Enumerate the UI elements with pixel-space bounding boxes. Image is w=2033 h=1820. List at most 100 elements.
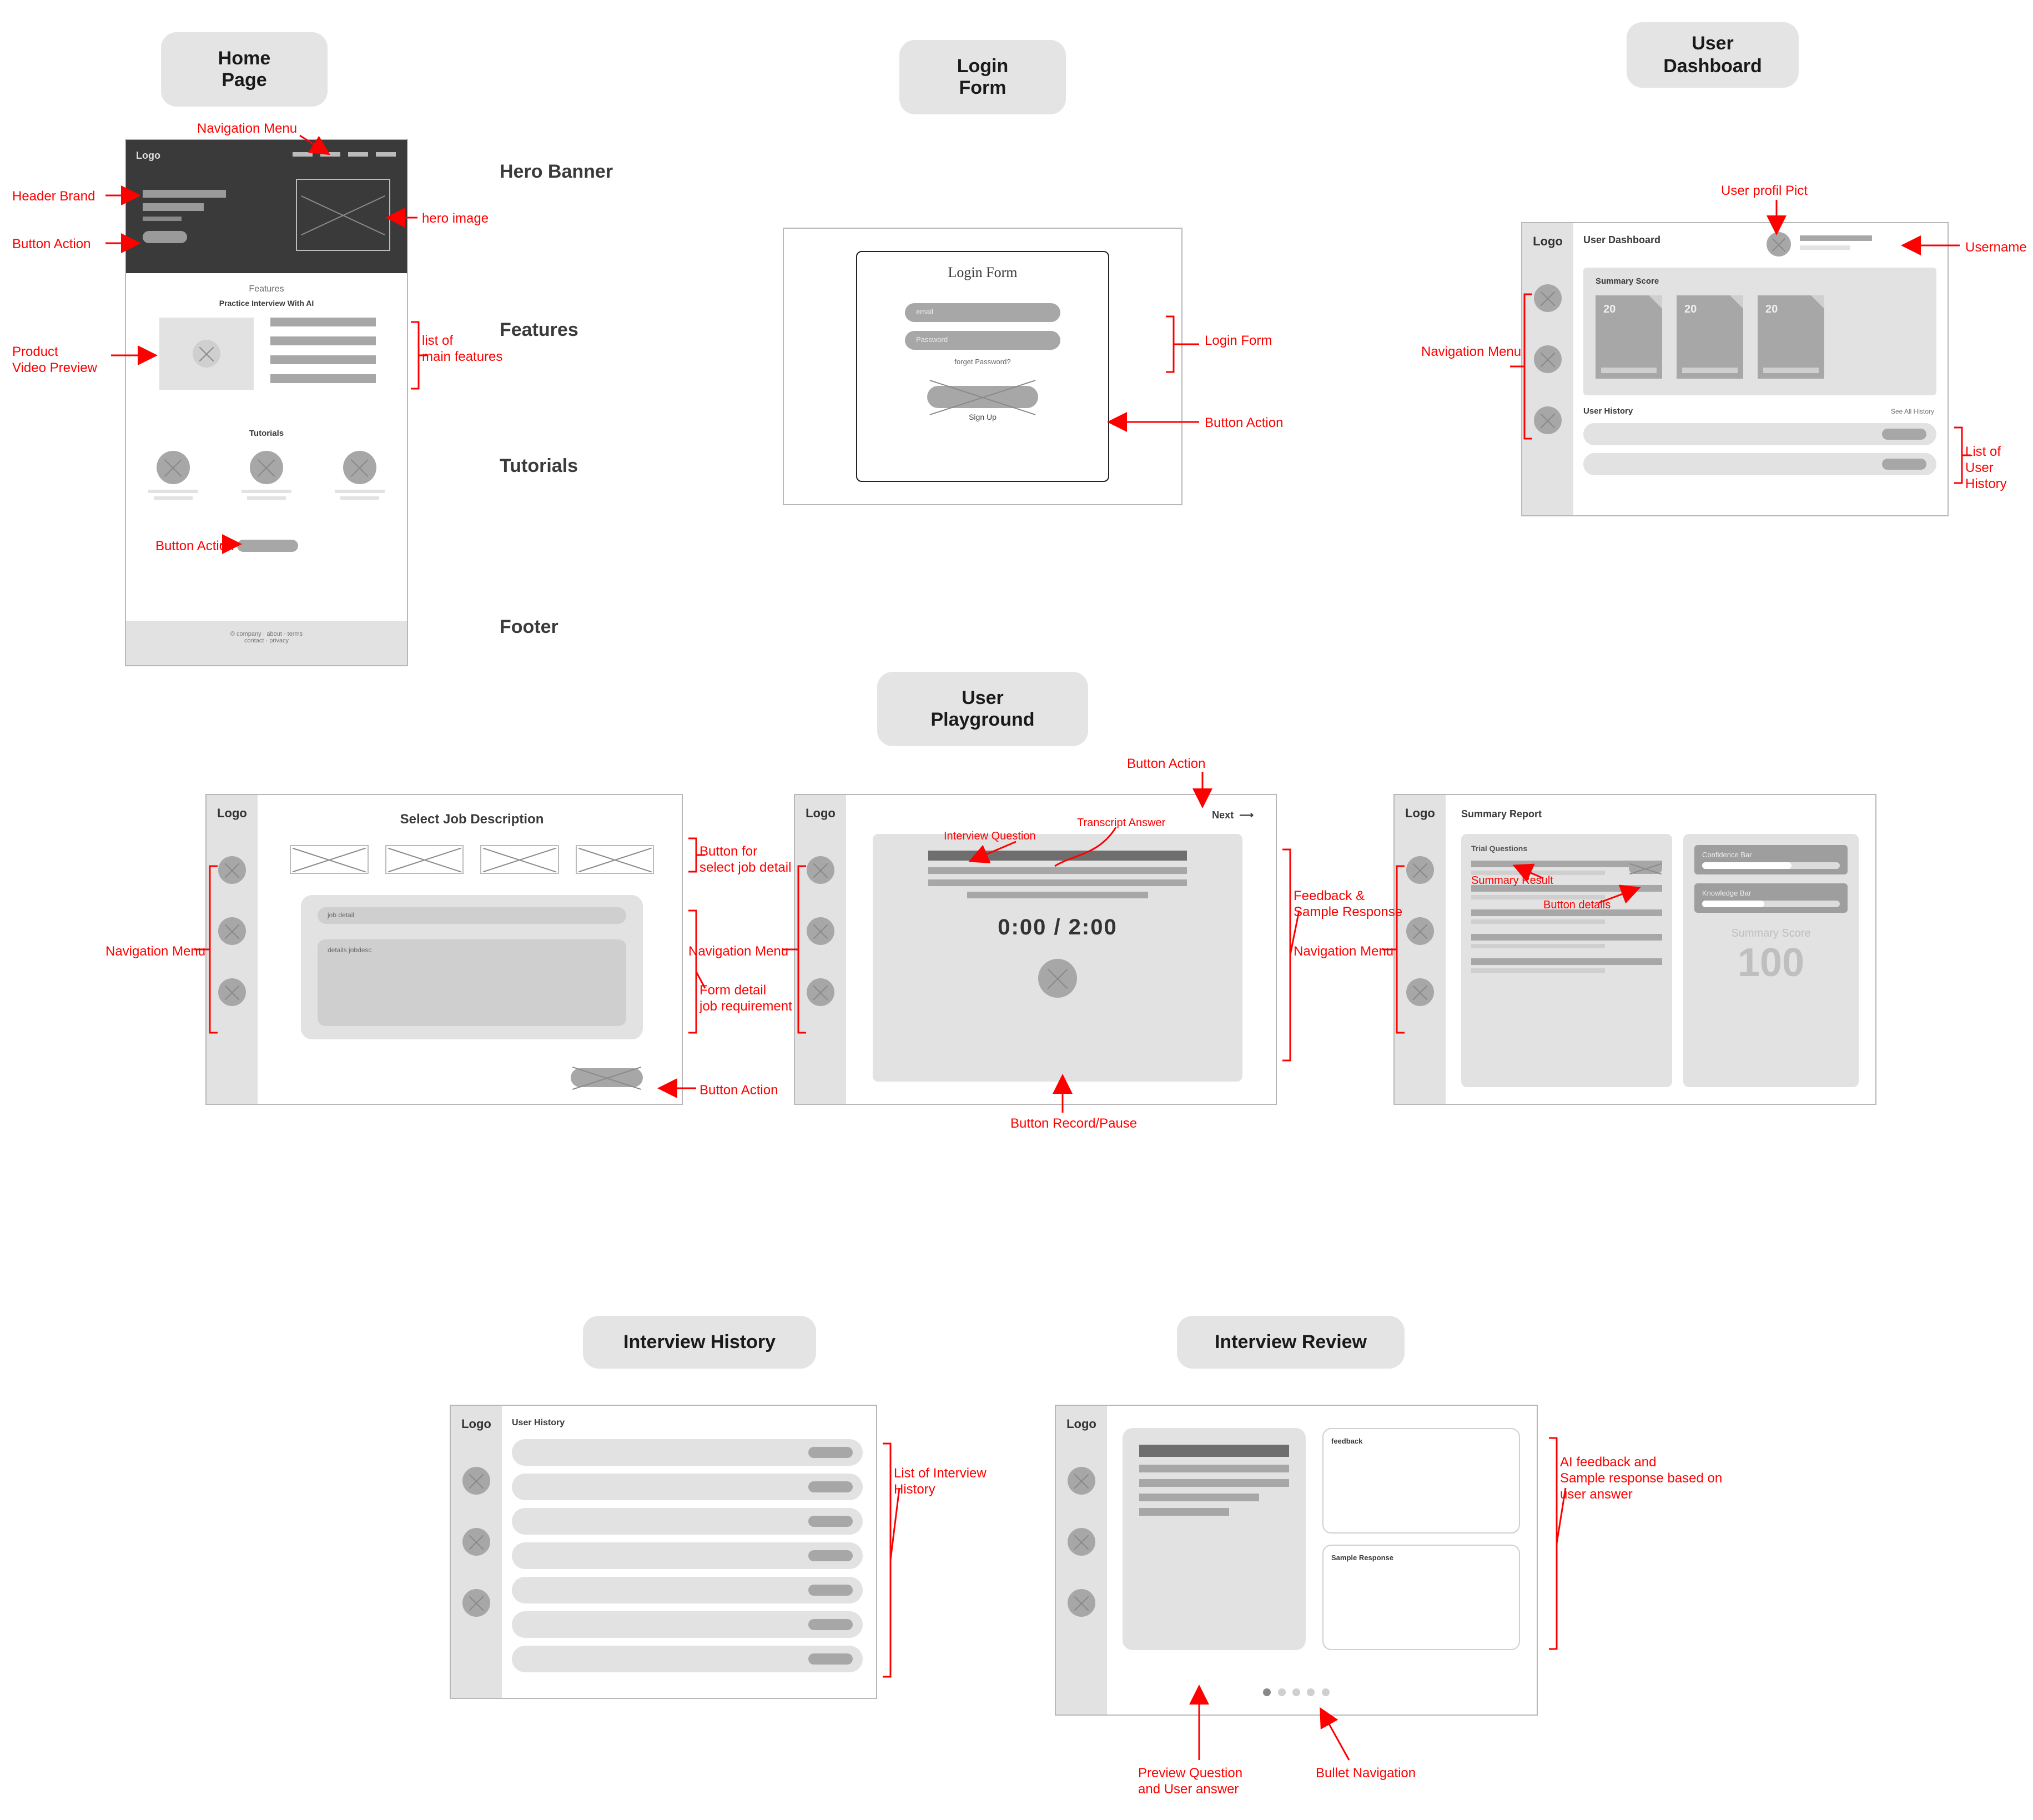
nav-icon[interactable]: [462, 1589, 490, 1617]
nav-dot[interactable]: [1322, 1688, 1330, 1696]
sidebar-nav: [1056, 1467, 1107, 1617]
nav-dot[interactable]: [1292, 1688, 1300, 1696]
confidence-bar-label: Confidence Bar: [1702, 851, 1840, 859]
tutorials-cta-button[interactable]: [237, 540, 298, 552]
label-hero-banner: Hero Banner: [500, 161, 613, 183]
nav-item[interactable]: [376, 152, 396, 157]
score-card: 20: [1758, 295, 1824, 379]
knowledge-bar-label: Knowledge Bar: [1702, 889, 1840, 897]
trial-questions-panel: Trial Questions: [1461, 834, 1672, 1087]
record-pause-button[interactable]: [1038, 959, 1077, 998]
login-wireframe: Login Form email Password forget Passwor…: [783, 228, 1182, 505]
detail-button[interactable]: [1629, 863, 1662, 874]
sidebar: Logo: [795, 795, 846, 1104]
nav-icon[interactable]: [807, 856, 834, 884]
tutorial-card[interactable]: [335, 451, 385, 500]
job-option[interactable]: [290, 845, 369, 874]
job-option[interactable]: [576, 845, 655, 874]
sidebar: Logo: [1522, 223, 1573, 515]
nav-icon[interactable]: [1068, 1467, 1095, 1495]
transcript-bar: [967, 892, 1148, 898]
login-form-box: Login Form email Password forget Passwor…: [856, 251, 1109, 482]
login-submit-button[interactable]: [927, 386, 1038, 408]
footer-area: © company · about · terms contact · priv…: [126, 621, 407, 665]
nav-icon[interactable]: [1406, 856, 1434, 884]
nav-item[interactable]: [320, 152, 340, 157]
history-row[interactable]: [1583, 453, 1936, 475]
section-title-home: Home Page: [161, 32, 328, 107]
nav-icon[interactable]: [218, 978, 246, 1006]
annot-button-detail: Button details: [1543, 898, 1611, 912]
nav-icon[interactable]: [1406, 917, 1434, 945]
nav-item[interactable]: [293, 152, 313, 157]
nav-menu[interactable]: [293, 152, 396, 157]
tutorial-card[interactable]: [148, 451, 198, 500]
arrow-right-icon: ⟶: [1239, 810, 1254, 821]
history-row[interactable]: [512, 1611, 863, 1638]
score-card: 20: [1677, 295, 1743, 379]
history-row[interactable]: [512, 1439, 863, 1466]
history-row[interactable]: [512, 1474, 863, 1500]
annot-nav-menu-pg1: Navigation Menu: [105, 944, 205, 960]
job-option[interactable]: [480, 845, 559, 874]
product-video-preview[interactable]: [159, 318, 254, 390]
nav-dot[interactable]: [1278, 1688, 1286, 1696]
annot-transcript: Transcript Answer: [1077, 816, 1165, 829]
play-icon: [193, 340, 220, 368]
nav-icon[interactable]: [1534, 284, 1562, 312]
job-desc-label: details jobdesc: [328, 946, 371, 954]
nav-icon[interactable]: [1534, 345, 1562, 373]
nav-icon[interactable]: [1068, 1528, 1095, 1556]
nav-dot[interactable]: [1263, 1688, 1271, 1696]
sidebar: Logo: [207, 795, 258, 1104]
nav-icon[interactable]: [1068, 1589, 1095, 1617]
nav-icon[interactable]: [218, 917, 246, 945]
nav-icon[interactable]: [1534, 406, 1562, 434]
history-row[interactable]: [512, 1577, 863, 1603]
annot-history-list: List of Interview History: [894, 1466, 987, 1498]
select-job-submit-button[interactable]: [571, 1068, 643, 1087]
nav-icon[interactable]: [807, 917, 834, 945]
nav-icon[interactable]: [218, 856, 246, 884]
next-button[interactable]: Next ⟶: [1212, 810, 1254, 821]
history-row[interactable]: [512, 1542, 863, 1569]
job-detail-label: job detail: [328, 911, 354, 919]
job-option[interactable]: [385, 845, 464, 874]
password-input[interactable]: Password: [905, 331, 1060, 350]
score-summary-panel: Confidence Bar Knowledge Bar Summary Sco…: [1683, 834, 1859, 1087]
history-wireframe: Logo User History: [450, 1405, 877, 1699]
sample-response-box: Sample Response: [1322, 1545, 1520, 1650]
bullet-navigation[interactable]: [1056, 1688, 1537, 1699]
hero-image-placeholder: [296, 179, 390, 251]
label-tutorials: Tutorials: [500, 455, 578, 477]
nav-item[interactable]: [348, 152, 368, 157]
nav-dot[interactable]: [1307, 1688, 1315, 1696]
hero-cta-button[interactable]: [143, 231, 187, 243]
history-row[interactable]: [512, 1508, 863, 1535]
preview-qa-panel: [1123, 1428, 1306, 1650]
annot-preview-qa: Preview Question and User answer: [1138, 1766, 1242, 1798]
nav-icon[interactable]: [1406, 978, 1434, 1006]
job-desc-textarea[interactable]: details jobdesc: [318, 939, 626, 1026]
headline-bar: [143, 203, 204, 211]
nav-icon[interactable]: [807, 978, 834, 1006]
history-row[interactable]: [1583, 423, 1936, 445]
sidebar-nav: [1522, 284, 1573, 434]
annot-select-job-button: Button for select job detail: [700, 844, 791, 876]
review-wireframe: Logo feedback Sample Response: [1055, 1405, 1538, 1716]
signup-link[interactable]: Sign Up: [857, 413, 1108, 421]
job-detail-form: job detail details jobdesc: [301, 895, 643, 1039]
tutorial-card[interactable]: [241, 451, 291, 500]
user-avatar[interactable]: [1767, 232, 1791, 257]
nav-icon[interactable]: [462, 1467, 490, 1495]
nav-icon[interactable]: [462, 1528, 490, 1556]
email-input[interactable]: email: [905, 303, 1060, 322]
sidebar-nav: [1395, 856, 1446, 1006]
question-bar: [928, 851, 1187, 861]
job-detail-input[interactable]: job detail: [318, 907, 626, 924]
history-list: [1583, 423, 1936, 475]
question-row: [1471, 958, 1662, 973]
forgot-password-link[interactable]: forget Password?: [857, 358, 1108, 366]
see-all-link[interactable]: See All History: [1891, 408, 1934, 415]
history-row[interactable]: [512, 1646, 863, 1672]
